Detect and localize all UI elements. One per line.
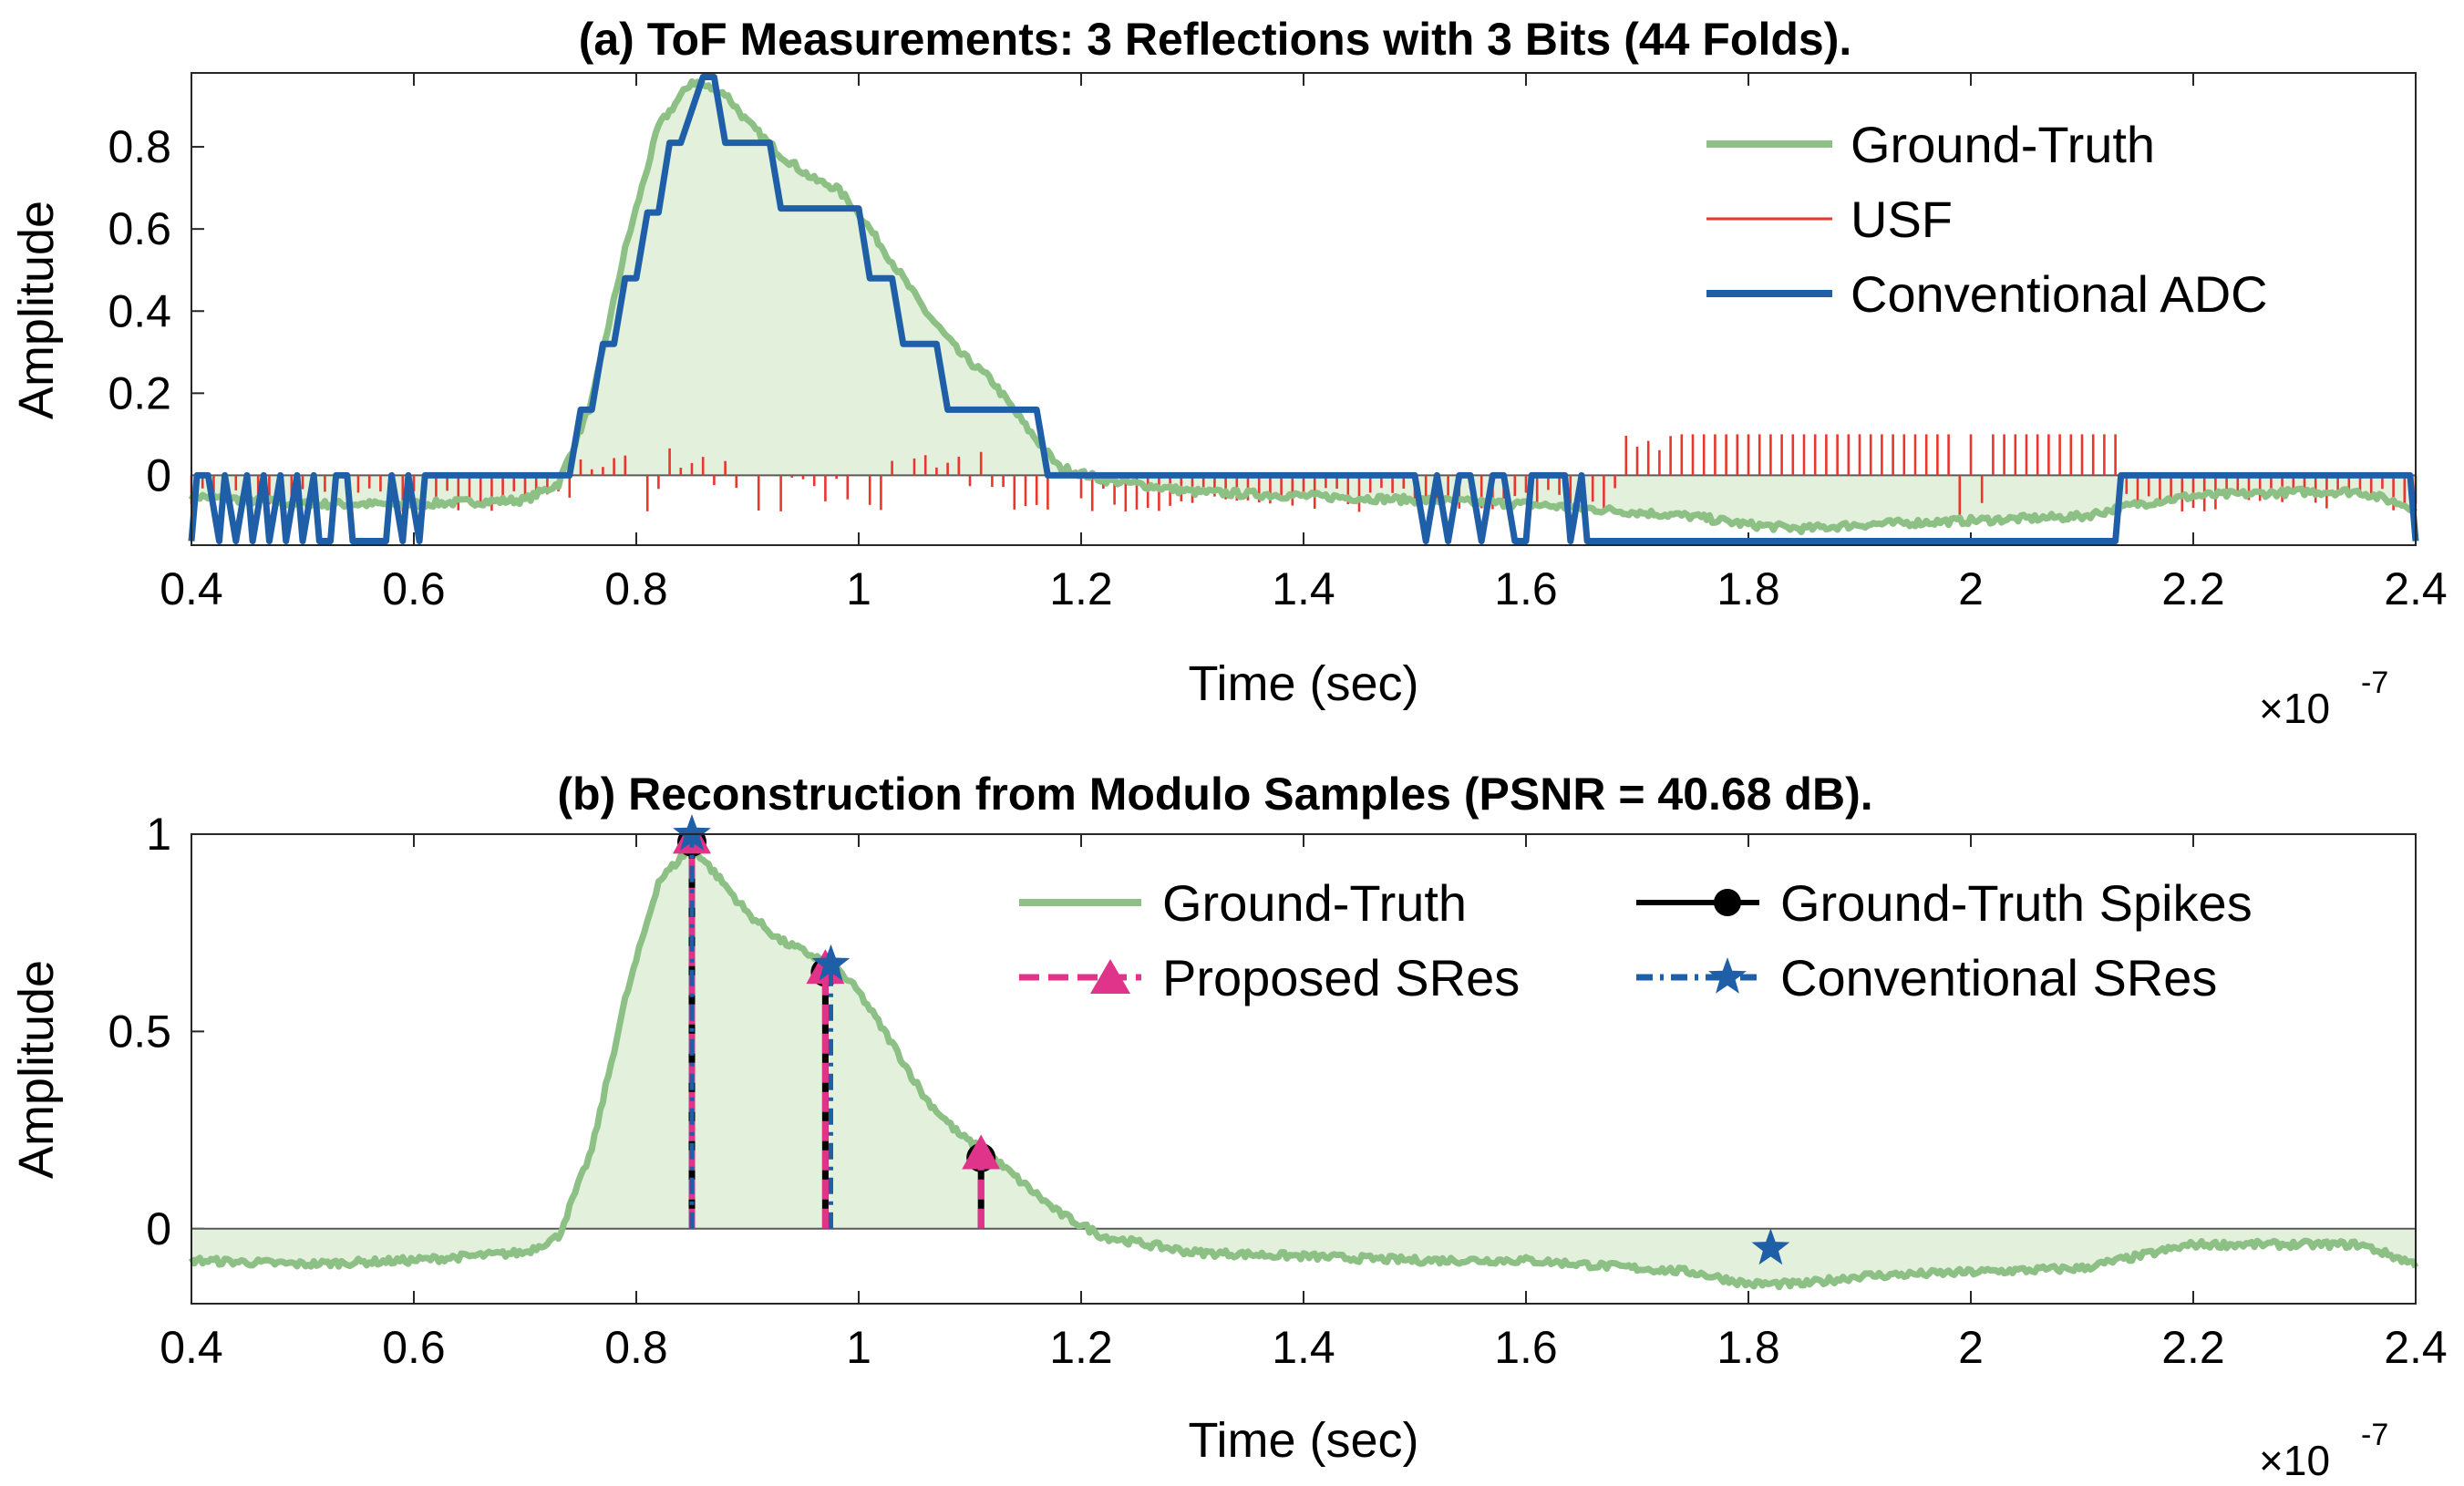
panel-b-x-multiplier: ×10 -7	[2259, 1418, 2388, 1484]
conventional-sres-marker	[673, 814, 711, 851]
legend-b-proposed-marker	[1090, 959, 1130, 994]
ground-truth-fill	[191, 81, 2416, 532]
x-tick-label: 0.8	[604, 563, 668, 614]
x-tick-label: 2	[1958, 563, 1984, 614]
legend-b-proposed-label: Proposed SRes	[1162, 949, 1520, 1006]
x-tick-label: 1.4	[1272, 1322, 1335, 1373]
x-tick-label: 1.4	[1272, 563, 1335, 614]
panel-a-legend: Ground-Truth USF Conventional ADC	[1706, 116, 2268, 323]
panel-b-title: (b) Reconstruction from Modulo Samples (…	[557, 769, 1872, 820]
panel-a-x-multiplier: ×10 -7	[2259, 666, 2388, 732]
legend-conventional-adc-label: Conventional ADC	[1851, 265, 2268, 323]
x-tick-label: 2.2	[2161, 1322, 2225, 1373]
panel-a-title: (a) ToF Measurements: 3 Reflections with…	[579, 14, 1852, 65]
x-tick-label: 1.8	[1717, 563, 1780, 614]
conventional-sres-marker	[1751, 1228, 1790, 1265]
panel-b-legend: Ground-Truth Ground-Truth Spikes Propose…	[1019, 874, 2253, 1006]
conventional-sres-marker	[811, 944, 851, 981]
x-tick-label: 0.6	[382, 1322, 446, 1373]
x-tick-label: 0.4	[160, 563, 223, 614]
x-tick-label: 1.6	[1494, 1322, 1558, 1373]
x-tick-label: 1	[846, 1322, 871, 1373]
legend-usf-label: USF	[1851, 191, 1953, 248]
x-tick-label: 0.8	[604, 1322, 668, 1373]
y-tick-label: 0.2	[108, 367, 171, 418]
legend-b-spikes-label: Ground-Truth Spikes	[1780, 874, 2253, 932]
y-tick-label: 0.8	[108, 121, 171, 172]
x-tick-label: 0.4	[160, 1322, 223, 1373]
x-tick-label: 1.8	[1717, 1322, 1780, 1373]
y-tick-label: 0.4	[108, 285, 171, 336]
panel-b-xlabel: Time (sec)	[1189, 1413, 1419, 1468]
panel-b-axes-box	[191, 833, 2417, 1305]
panel-b-multiplier-base: ×10	[2259, 1437, 2330, 1484]
y-tick-label: 1	[146, 809, 171, 860]
panel-b-ylabel: Amplitude	[9, 960, 64, 1179]
legend-b-spikes-marker	[1714, 889, 1741, 916]
y-tick-label: 0.6	[108, 203, 171, 254]
panel-b-multiplier-exp: -7	[2361, 1418, 2388, 1452]
x-tick-label: 0.6	[382, 563, 446, 614]
panel-a-multiplier-base: ×10	[2259, 685, 2330, 732]
x-tick-label: 2	[1958, 1322, 1984, 1373]
legend-b-ground-truth-label: Ground-Truth	[1162, 874, 1467, 932]
x-tick-label: 2.2	[2161, 563, 2225, 614]
x-tick-label: 1.2	[1049, 563, 1113, 614]
x-tick-label: 2.4	[2384, 1322, 2448, 1373]
y-tick-label: 0	[146, 1203, 171, 1254]
x-tick-label: 1.6	[1494, 563, 1558, 614]
y-tick-label: 0.5	[108, 1006, 171, 1057]
panel-a-xlabel: Time (sec)	[1189, 656, 1419, 711]
legend-ground-truth-label: Ground-Truth	[1851, 116, 2155, 173]
ground-truth-line	[188, 841, 2419, 1291]
conventional-adc-line	[188, 74, 2419, 544]
panel-a-plot-area: 0.4 0.6 0.8 1 1.2 1.4 1.6 1.8 2 2.2 2.4 0 0.2 0.4 0.6 0…	[108, 73, 2448, 614]
proposed-sres-marker	[962, 1134, 1001, 1170]
panel-b: (b) Reconstruction from Modulo Samples (…	[9, 769, 2448, 1484]
y-tick-label: 0	[146, 449, 171, 500]
x-tick-label: 2.4	[2384, 563, 2448, 614]
x-tick-label: 1	[846, 563, 871, 614]
panel-a-axes-box	[191, 72, 2417, 546]
legend-b-conventional-label: Conventional SRes	[1780, 949, 2217, 1006]
panel-a-multiplier-exp: -7	[2361, 666, 2388, 700]
x-tick-label: 1.2	[1049, 1322, 1113, 1373]
panel-a: (a) ToF Measurements: 3 Reflections with…	[9, 14, 2448, 732]
ground-truth-fill	[191, 844, 2416, 1287]
legend-b-conventional-marker	[1708, 957, 1747, 994]
panel-a-ylabel: Amplitude	[9, 201, 64, 419]
